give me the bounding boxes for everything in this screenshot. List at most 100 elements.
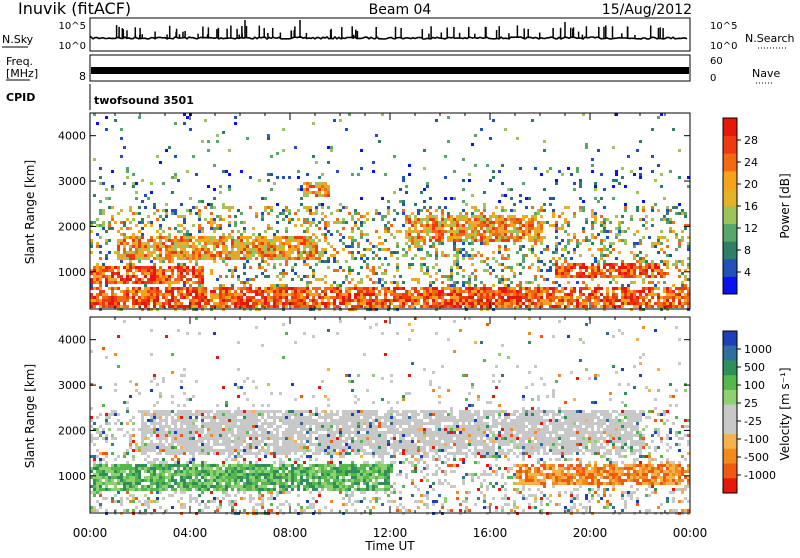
heatmap-cell	[108, 275, 111, 278]
heatmap-cell	[324, 293, 327, 296]
heatmap-cell	[642, 302, 645, 305]
heatmap-cell	[156, 287, 159, 290]
heatmap-cell	[348, 212, 351, 215]
heatmap-cell	[192, 248, 195, 251]
heatmap-cell	[324, 194, 327, 197]
heatmap-cell	[222, 296, 225, 299]
colorbar-swatch	[723, 118, 737, 136]
power-y-axis-label: Slant Range [km]	[23, 160, 37, 264]
heatmap-cell	[627, 290, 630, 293]
heatmap-cell	[222, 236, 225, 239]
heatmap-cell	[132, 173, 135, 176]
heatmap-cell	[345, 221, 348, 224]
heatmap-cell	[438, 293, 441, 296]
heatmap-cell	[384, 269, 387, 272]
heatmap-cell	[558, 290, 561, 293]
heatmap-cell	[414, 299, 417, 302]
heatmap-cell	[615, 263, 618, 266]
heatmap-cell	[369, 302, 372, 305]
heatmap-cell	[273, 248, 276, 251]
heatmap-cell	[636, 290, 639, 293]
heatmap-cell	[117, 479, 120, 482]
heatmap-cell	[408, 299, 411, 302]
heatmap-cell	[540, 227, 543, 230]
heatmap-cell	[105, 434, 108, 437]
heatmap-cell	[216, 467, 219, 470]
heatmap-cell	[126, 293, 129, 296]
heatmap-cell	[471, 239, 474, 242]
heatmap-cell	[225, 305, 228, 308]
heatmap-cell	[363, 260, 366, 263]
heatmap-cell	[492, 119, 495, 122]
heatmap-cell	[414, 230, 417, 233]
heatmap-cell	[537, 230, 540, 233]
heatmap-cell	[525, 233, 528, 236]
heatmap-cell	[495, 221, 498, 224]
heatmap-cell	[207, 473, 210, 476]
heatmap-cell	[189, 284, 192, 287]
heatmap-cell	[135, 269, 138, 272]
heatmap-cell	[228, 185, 231, 188]
heatmap-cell	[183, 257, 186, 260]
heatmap-cell	[162, 428, 165, 431]
heatmap-cell	[336, 209, 339, 212]
heatmap-cell	[117, 464, 120, 467]
heatmap-cell	[444, 197, 447, 200]
heatmap-cell	[222, 488, 225, 491]
heatmap-cell	[225, 275, 228, 278]
heatmap-cell	[471, 236, 474, 239]
heatmap-cell	[516, 290, 519, 293]
heatmap-cell	[147, 470, 150, 473]
heatmap-cell	[159, 449, 162, 452]
heatmap-cell	[477, 290, 480, 293]
heatmap-cell	[318, 203, 321, 206]
heatmap-cell	[303, 239, 306, 242]
heatmap-cell	[384, 287, 387, 290]
heatmap-cell	[573, 275, 576, 278]
heatmap-cell	[192, 275, 195, 278]
heatmap-cell	[312, 248, 315, 251]
heatmap-cell	[663, 275, 666, 278]
heatmap-cell	[120, 257, 123, 260]
heatmap-cell	[486, 221, 489, 224]
heatmap-cell	[129, 269, 132, 272]
heatmap-cell	[228, 296, 231, 299]
heatmap-cell	[258, 239, 261, 242]
heatmap-cell	[603, 206, 606, 209]
heatmap-cell	[570, 293, 573, 296]
heatmap-cell	[498, 305, 501, 308]
heatmap-cell	[504, 194, 507, 197]
heatmap-cell	[192, 437, 195, 440]
heatmap-cell	[615, 287, 618, 290]
heatmap-cell	[540, 221, 543, 224]
heatmap-cell	[138, 302, 141, 305]
heatmap-cell	[483, 269, 486, 272]
heatmap-cell	[243, 305, 246, 308]
heatmap-cell	[183, 488, 186, 491]
heatmap-cell	[453, 245, 456, 248]
heatmap-cell	[510, 305, 513, 308]
heatmap-cell	[486, 239, 489, 242]
heatmap-cell	[267, 287, 270, 290]
heatmap-cell	[207, 440, 210, 443]
heatmap-cell	[621, 287, 624, 290]
heatmap-cell	[126, 170, 129, 173]
heatmap-cell	[117, 473, 120, 476]
heatmap-cell	[219, 437, 222, 440]
heatmap-cell	[192, 272, 195, 275]
heatmap-cell	[249, 296, 252, 299]
heatmap-cell	[660, 218, 663, 221]
heatmap-cell	[420, 221, 423, 224]
heatmap-cell	[132, 233, 135, 236]
heatmap-cell	[180, 251, 183, 254]
heatmap-cell	[228, 149, 231, 152]
heatmap-cell	[306, 257, 309, 260]
heatmap-cell	[324, 236, 327, 239]
heatmap-cell	[186, 281, 189, 284]
heatmap-cell	[99, 167, 102, 170]
heatmap-cell	[369, 242, 372, 245]
heatmap-cell	[576, 263, 579, 266]
heatmap-cell	[555, 221, 558, 224]
heatmap-cell	[429, 230, 432, 233]
heatmap-cell	[270, 173, 273, 176]
